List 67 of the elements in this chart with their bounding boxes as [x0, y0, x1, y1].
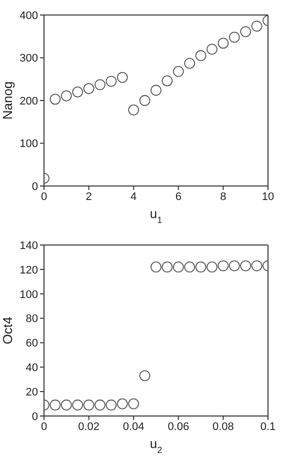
x-tick-label: 0.04 — [122, 420, 144, 433]
y-tick-label: 140 — [20, 240, 38, 252]
point — [72, 400, 84, 410]
x-axis-title: u$_{2}$ — [150, 436, 162, 455]
point — [206, 44, 218, 55]
point — [50, 94, 61, 105]
point — [218, 260, 229, 272]
x-tick-label: 4 — [130, 190, 137, 203]
y-tick-label: 40 — [26, 362, 38, 374]
y-tick-label: 100 — [20, 288, 38, 301]
y-tick-label: 300 — [20, 52, 38, 65]
point — [251, 20, 262, 32]
point — [172, 66, 184, 77]
x-tick-label: 0.1 — [260, 420, 276, 433]
y-tick-label: 120 — [20, 264, 38, 276]
y-axis-title: Oct4 — [0, 316, 15, 344]
y-tick-label: 400 — [20, 10, 38, 22]
point — [72, 86, 84, 98]
point — [60, 400, 72, 410]
point — [240, 260, 252, 272]
point — [184, 262, 196, 272]
point — [195, 50, 206, 62]
point — [60, 90, 72, 102]
point — [116, 398, 128, 410]
point — [206, 262, 218, 272]
point — [116, 72, 128, 83]
x-axis-title: u$_{1}$ — [150, 206, 162, 225]
x-tick-label: 6 — [175, 190, 182, 203]
point — [150, 84, 162, 96]
y-tick-label: 200 — [20, 95, 38, 108]
point — [240, 26, 252, 38]
y-axis-title: Nanog — [0, 81, 15, 120]
y-tick-label: 20 — [26, 386, 38, 398]
point — [139, 370, 150, 382]
point — [251, 260, 262, 272]
x-tick-label: 2 — [86, 190, 92, 203]
x-tick-label: 0 — [40, 190, 48, 203]
point — [50, 400, 61, 410]
x-tick-label: 10 — [262, 190, 274, 203]
x-tick-label: 0 — [40, 420, 48, 433]
point — [106, 76, 117, 87]
point — [139, 95, 150, 106]
point — [128, 104, 140, 116]
point — [162, 75, 173, 86]
y-tick-label: 60 — [26, 338, 38, 350]
y-tick-label: 80 — [26, 313, 38, 326]
x-tick-label: 8 — [220, 190, 226, 203]
point — [128, 398, 140, 410]
point — [106, 400, 117, 410]
point — [228, 32, 240, 43]
point — [195, 262, 206, 272]
y-tick-label: 0 — [32, 180, 38, 193]
point — [150, 262, 162, 272]
y-tick-label: 100 — [20, 138, 38, 150]
point — [83, 83, 94, 94]
x-tick-label: 0.06 — [168, 420, 190, 433]
point — [94, 400, 106, 410]
y-tick-label: 0 — [32, 410, 38, 423]
point — [218, 38, 229, 49]
point — [184, 58, 196, 69]
point — [162, 262, 173, 272]
point — [228, 260, 240, 272]
point — [83, 400, 94, 410]
x-tick-label: 0.08 — [212, 420, 234, 433]
point — [94, 79, 106, 90]
x-tick-label: 0.02 — [78, 420, 100, 433]
point — [172, 262, 184, 272]
